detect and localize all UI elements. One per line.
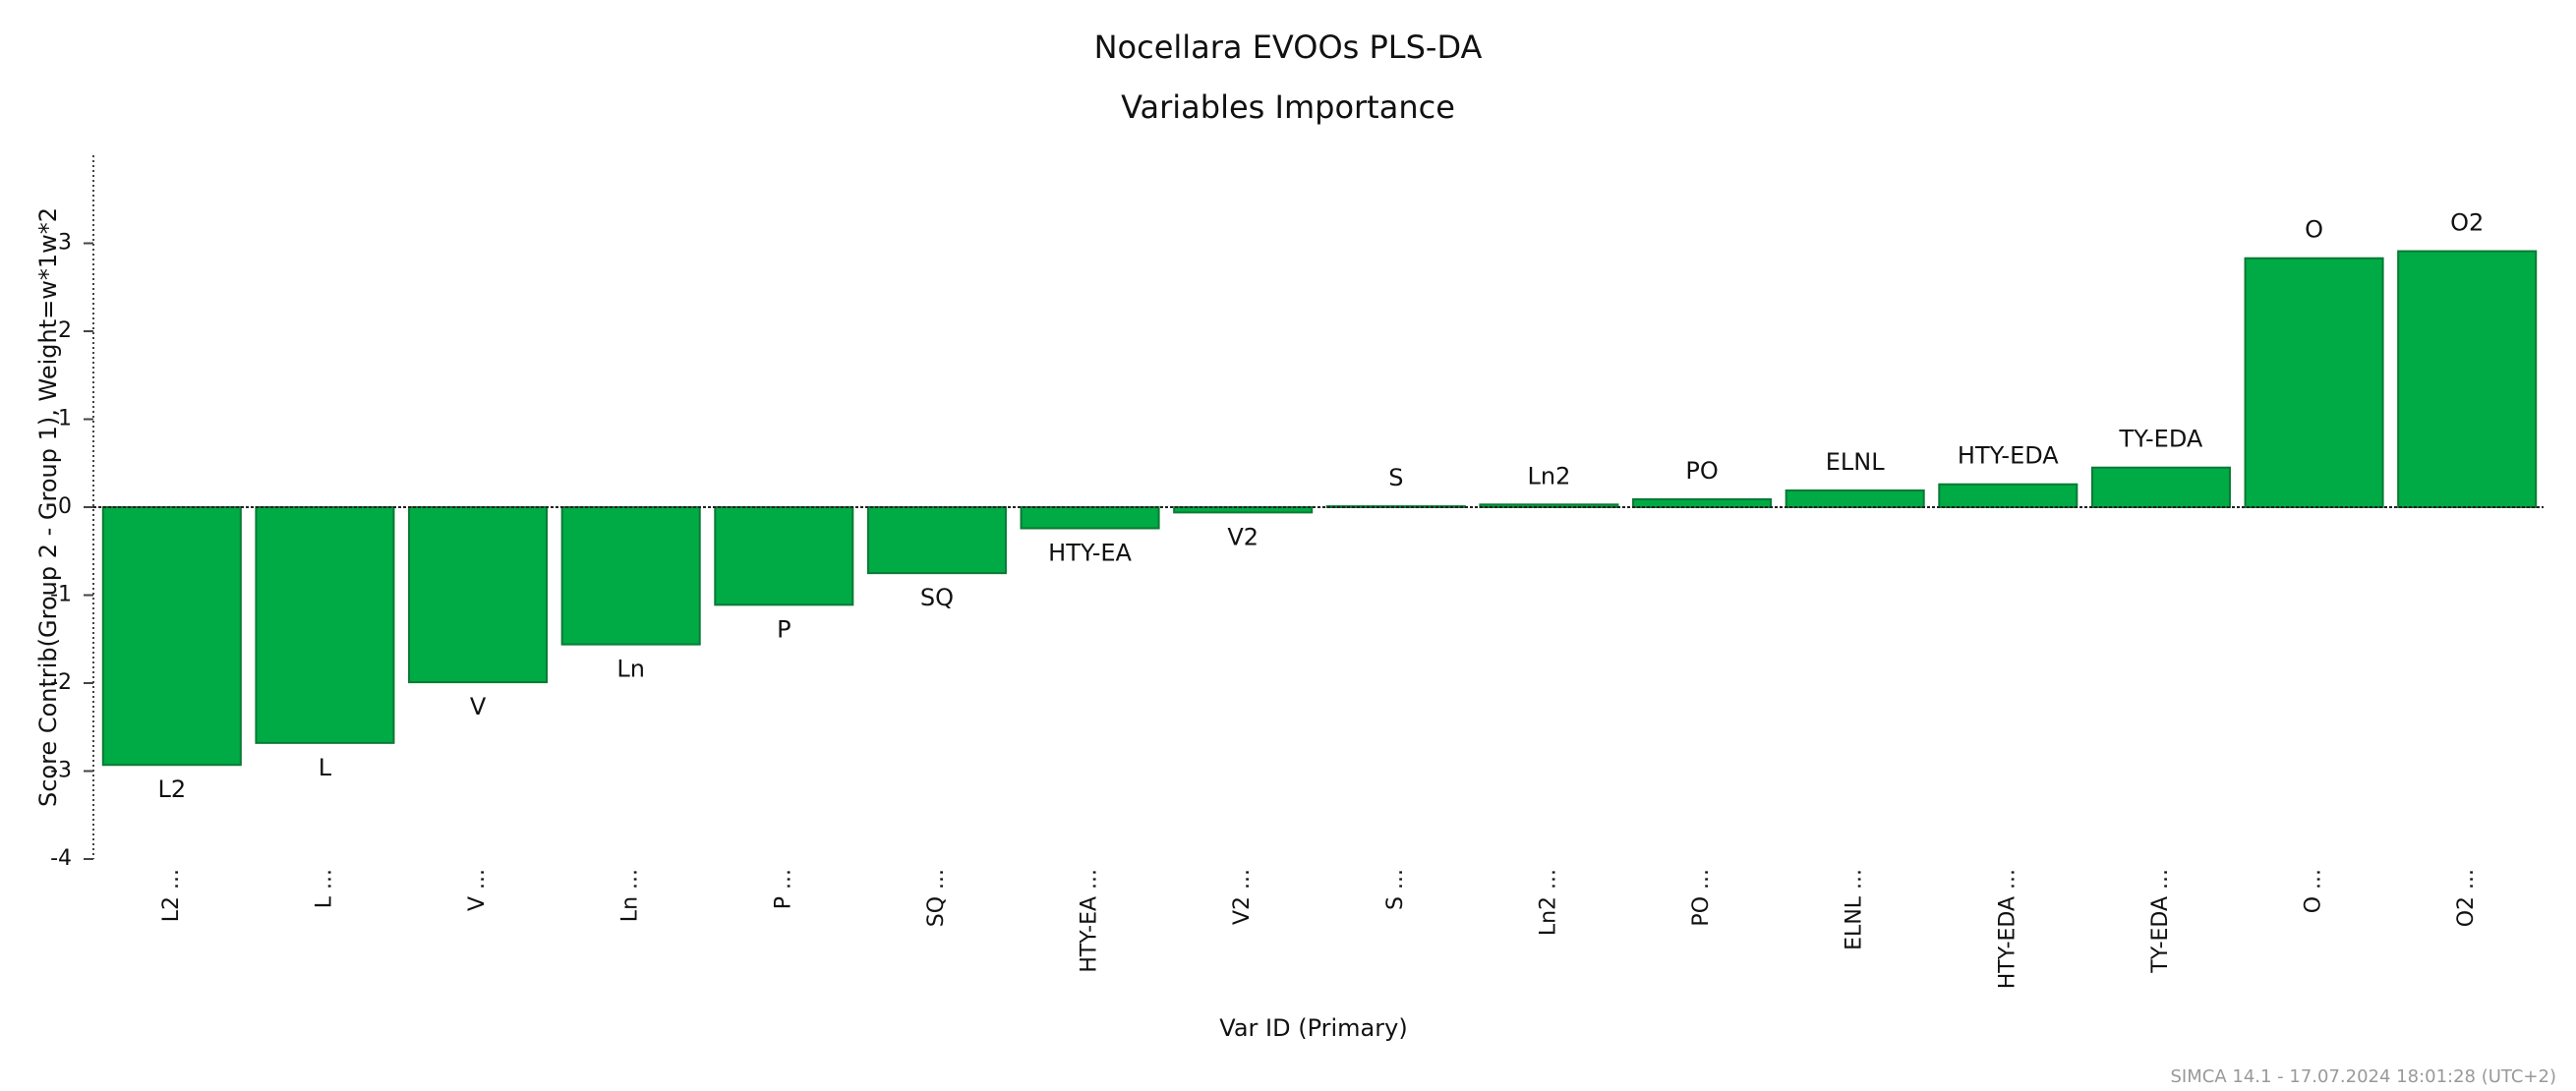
bar-label: O2	[2450, 209, 2484, 237]
bar-label: Ln	[616, 656, 645, 683]
x-tick-label: V ...	[465, 869, 490, 911]
bar	[255, 506, 395, 744]
y-axis-label: Score Contrib(Group 2 - Group 1), Weight…	[34, 207, 62, 807]
x-axis-label: Var ID (Primary)	[1219, 1014, 1407, 1042]
bar-label: S	[1388, 464, 1403, 491]
bar	[560, 506, 701, 646]
y-tick-label: -4	[50, 846, 72, 871]
bar	[2397, 250, 2538, 508]
bar	[1632, 497, 1773, 509]
bar	[101, 506, 242, 767]
bar	[1785, 488, 1925, 508]
x-tick-label: O ...	[2302, 869, 2326, 913]
bar	[2244, 257, 2384, 508]
y-tick-label: 2	[58, 318, 72, 343]
x-tick-label: PO ...	[1689, 869, 1714, 927]
bar-label: V2	[1227, 523, 1259, 550]
x-tick-label: HTY-EA ...	[1078, 869, 1102, 973]
bar	[1020, 506, 1160, 530]
bar	[1325, 505, 1466, 508]
y-tick-label: -3	[50, 759, 72, 783]
bar-label: Ln2	[1528, 462, 1571, 489]
bar-label: PO	[1685, 457, 1718, 485]
chart-title: Nocellara EVOOs PLS-DA	[1094, 29, 1483, 66]
x-tick-label: Ln ...	[618, 869, 643, 922]
x-tick-label: V2 ...	[1230, 869, 1255, 925]
bar	[408, 506, 549, 684]
bar	[2090, 466, 2231, 509]
bar-label: L	[319, 754, 332, 781]
x-tick-label: ELNL ...	[1843, 869, 1867, 950]
y-tick-label: -2	[50, 670, 72, 695]
x-tick-label: S ...	[1383, 869, 1408, 910]
x-tick-label: L2 ...	[159, 869, 184, 922]
bar	[1173, 506, 1314, 514]
x-tick-label: O2 ...	[2454, 869, 2479, 927]
bar-label: L2	[157, 775, 186, 803]
x-tick-label: SQ ...	[924, 869, 949, 927]
chart-subtitle: Variables Importance	[1121, 88, 1455, 126]
y-tick-label: 0	[58, 494, 72, 519]
bar	[1938, 483, 2078, 509]
x-tick-label: P ...	[771, 869, 795, 909]
bar-label: TY-EDA	[2119, 426, 2203, 453]
bar-label: V	[470, 693, 487, 720]
y-tick-label: -1	[50, 583, 72, 607]
bar-label: HTY-EDA	[1958, 442, 2059, 470]
x-tick-label: TY-EDA ...	[2148, 869, 2173, 974]
y-tick-label: 3	[58, 231, 72, 256]
bar-label: P	[777, 615, 790, 643]
bar-label: ELNL	[1826, 448, 1885, 476]
y-tick-label: 1	[58, 407, 72, 431]
bar-label: SQ	[920, 584, 954, 611]
x-tick-label: HTY-EDA ...	[1995, 869, 2020, 989]
x-tick-label: L ...	[312, 869, 336, 908]
footer: SIMCA 14.1 - 17.07.2024 18:01:28 (UTC+2)	[2171, 1066, 2557, 1087]
bar	[866, 506, 1007, 575]
bar	[714, 506, 854, 606]
bar-label: HTY-EA	[1048, 539, 1132, 566]
x-tick-label: Ln2 ...	[1536, 869, 1560, 936]
bar-label: O	[2305, 216, 2323, 244]
